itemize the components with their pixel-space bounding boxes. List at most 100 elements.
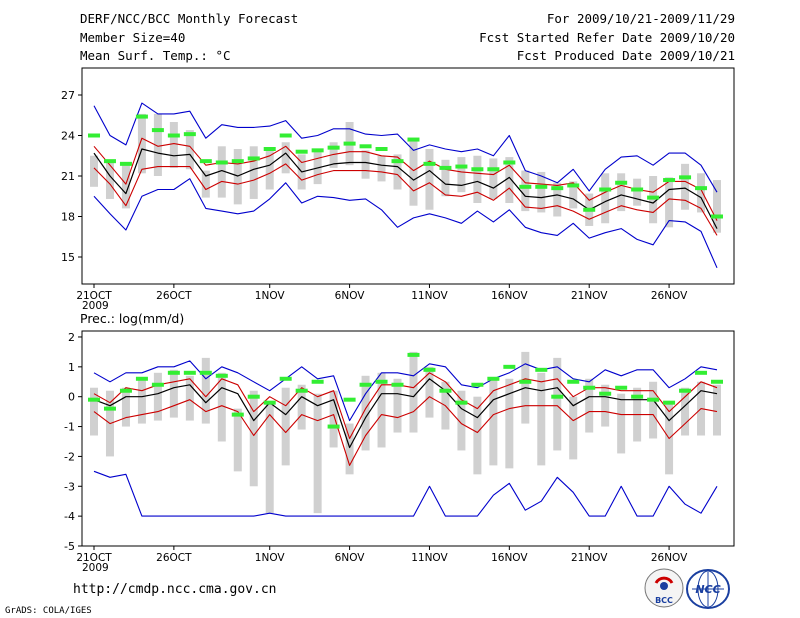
prec-observation-mark xyxy=(151,382,164,387)
prec-member-bar xyxy=(457,390,466,451)
prec-series-mean-minus-sd xyxy=(93,396,718,466)
prec-observation-mark xyxy=(375,379,388,384)
temp-observation-mark xyxy=(343,141,356,146)
prec-member-bar xyxy=(473,396,482,475)
temp-observation-mark xyxy=(263,147,276,151)
temp-series-max xyxy=(93,102,718,193)
forecast-period: For 2009/10/21-2009/11/29 xyxy=(546,11,735,26)
temp-x-tick-label: 1NOV xyxy=(255,290,286,302)
temp-member-bar xyxy=(137,113,146,174)
temp-observation-mark xyxy=(311,148,324,153)
prec-observation-mark xyxy=(551,394,564,399)
prec-observation-mark xyxy=(711,379,723,384)
temp-member-bar xyxy=(313,149,322,185)
temp-observation-mark xyxy=(503,160,516,165)
temp-series-mean xyxy=(93,148,718,229)
temp-member-bar xyxy=(457,157,466,193)
temp-observation-mark xyxy=(583,207,596,212)
temp-member-bar xyxy=(713,180,721,233)
prec-panel-label: Prec.: log(mm/d) xyxy=(80,311,184,326)
prec-member-bar xyxy=(121,387,130,427)
temp-y-tick-label: 15 xyxy=(61,251,75,264)
temp-observation-mark xyxy=(327,145,340,150)
temp-observation-mark xyxy=(551,186,564,191)
prec-panel: -5 -4 -3 -2 -1 0 1 2 21OCT 26OCT 1NOV 6NOV 11NOV 16NO… xyxy=(64,311,735,574)
prec-member-bar xyxy=(297,384,306,430)
prec-series-mean-plus-sd xyxy=(93,372,718,440)
refer-date: Fcst Started Refer Date 2009/10/20 xyxy=(479,30,735,45)
prec-x-tick-label: 21OCT xyxy=(76,552,112,564)
temp-observation-mark xyxy=(439,165,452,170)
prec-y-tick-label: -2 xyxy=(64,450,75,463)
temp-observation-mark xyxy=(359,144,372,149)
temp-member-bar xyxy=(521,170,530,212)
temp-observation-mark xyxy=(167,133,180,138)
temp-member-bar xyxy=(217,146,226,198)
prec-observation-mark xyxy=(327,424,340,429)
source-url[interactable]: http://cmdp.ncc.cma.gov.cn xyxy=(73,582,277,597)
temp-observation-mark xyxy=(151,128,164,133)
temp-member-bar xyxy=(233,149,242,205)
prec-observation-mark xyxy=(439,388,452,393)
prec-observation-mark xyxy=(343,397,356,402)
ncc-logo: NCC xyxy=(686,568,730,610)
temp-observation-mark xyxy=(663,178,676,183)
prec-x-tick-label: 16NOV xyxy=(491,552,528,564)
temp-member-bar xyxy=(601,173,610,224)
prec-observation-mark xyxy=(263,400,276,405)
temp-observation-mark xyxy=(375,147,388,151)
temp-observation-mark xyxy=(679,175,692,180)
prec-y-tick-label: -1 xyxy=(64,421,75,434)
temp-member-bar xyxy=(169,122,178,168)
prec-observation-mark xyxy=(695,370,708,375)
prec-y-tick-label: 1 xyxy=(68,361,75,374)
prec-observation-mark xyxy=(487,376,500,381)
temp-member-bar xyxy=(665,177,674,228)
temp-member-bar xyxy=(617,173,626,212)
temp-x-tick-label: 21NOV xyxy=(571,290,608,302)
temp-x-tick-label: 21OCT xyxy=(76,290,112,302)
prec-member-bar xyxy=(377,372,386,448)
temp-member-bar xyxy=(153,113,162,176)
temp-member-bar xyxy=(265,149,274,190)
prec-member-bar xyxy=(169,369,178,418)
prec-observation-mark xyxy=(503,364,516,369)
prec-member-bar xyxy=(345,423,354,475)
prec-x-tick-label: 1NOV xyxy=(255,552,286,564)
variable-label: Mean Surf. Temp.: °C xyxy=(80,48,231,63)
temp-x-tick-label: 11NOV xyxy=(411,290,448,302)
temp-observation-mark xyxy=(423,161,436,166)
temp-x-tick-label: 16NOV xyxy=(491,290,528,302)
prec-observation-mark xyxy=(615,385,628,390)
temp-series-mean-minus-sd xyxy=(93,163,718,236)
temp-series-mean-plus-sd xyxy=(93,137,718,221)
temp-observation-mark xyxy=(407,137,420,142)
prec-member-bar xyxy=(409,351,418,433)
temp-observation-mark xyxy=(183,132,196,137)
prec-x-tick-label: 26OCT xyxy=(156,552,192,564)
prec-member-bar xyxy=(569,396,578,460)
temp-observation-mark xyxy=(519,184,532,189)
prec-member-bar xyxy=(137,378,146,424)
ncc-logo-text: NCC xyxy=(695,583,720,596)
prec-y-tick-label: -3 xyxy=(64,480,75,493)
prec-plot-frame xyxy=(81,330,735,547)
prec-observation-mark xyxy=(135,376,148,381)
temp-member-bar xyxy=(649,176,658,224)
prec-observation-mark xyxy=(599,391,612,396)
temp-member-bar xyxy=(441,159,450,197)
prec-observation-mark xyxy=(423,367,436,372)
temp-member-bar xyxy=(697,173,706,213)
temp-observation-mark xyxy=(695,186,708,191)
prec-series-max xyxy=(93,360,718,422)
temp-member-bar xyxy=(105,159,114,199)
temp-observation-mark xyxy=(231,159,244,164)
prec-observation-mark xyxy=(663,400,676,405)
temp-observation-mark xyxy=(199,159,212,164)
prec-series-mean xyxy=(93,378,718,449)
prec-member-bar xyxy=(281,387,290,466)
prec-observation-mark xyxy=(311,379,324,384)
temp-member-bar xyxy=(425,149,434,210)
temp-x-year-label: 2009 xyxy=(82,300,109,312)
